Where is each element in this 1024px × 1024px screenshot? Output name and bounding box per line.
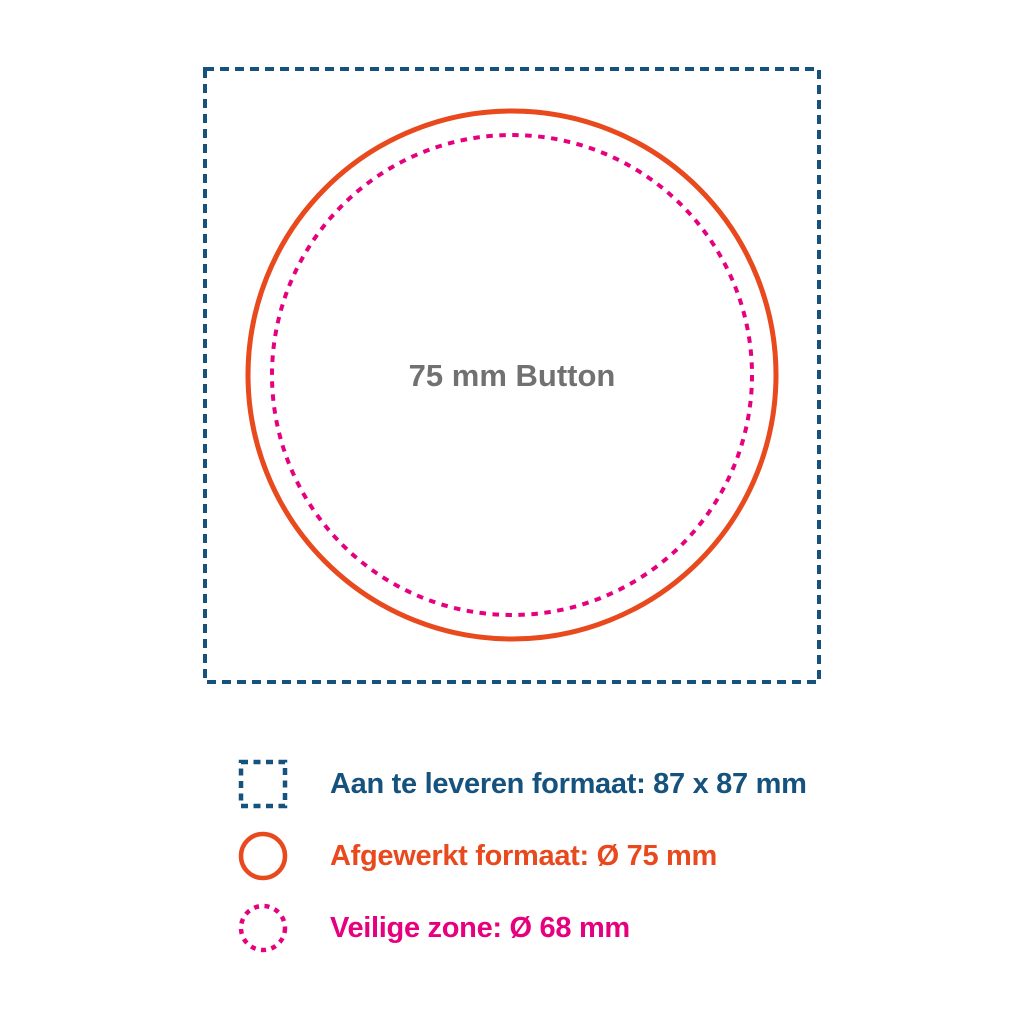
legend: Aan te leveren formaat: 87 x 87 mm Afgew… xyxy=(238,759,807,953)
legend-label-safe: Veilige zone: Ø 68 mm xyxy=(330,911,630,944)
solid-circle-icon xyxy=(238,831,288,881)
legend-item-safe: Veilige zone: Ø 68 mm xyxy=(238,903,807,953)
dashed-square-icon xyxy=(238,759,288,809)
finished-size-circle xyxy=(245,108,779,642)
legend-label-bleed: Aan te leveren formaat: 87 x 87 mm xyxy=(330,767,807,800)
legend-item-bleed: Aan te leveren formaat: 87 x 87 mm xyxy=(238,759,807,809)
bleed-box xyxy=(203,67,821,684)
legend-item-finished: Afgewerkt formaat: Ø 75 mm xyxy=(238,831,807,881)
legend-label-finished: Afgewerkt formaat: Ø 75 mm xyxy=(330,839,718,872)
diagram-label: 75 mm Button xyxy=(409,358,616,393)
safe-zone-circle xyxy=(270,133,754,617)
dotted-circle-icon xyxy=(238,903,288,953)
